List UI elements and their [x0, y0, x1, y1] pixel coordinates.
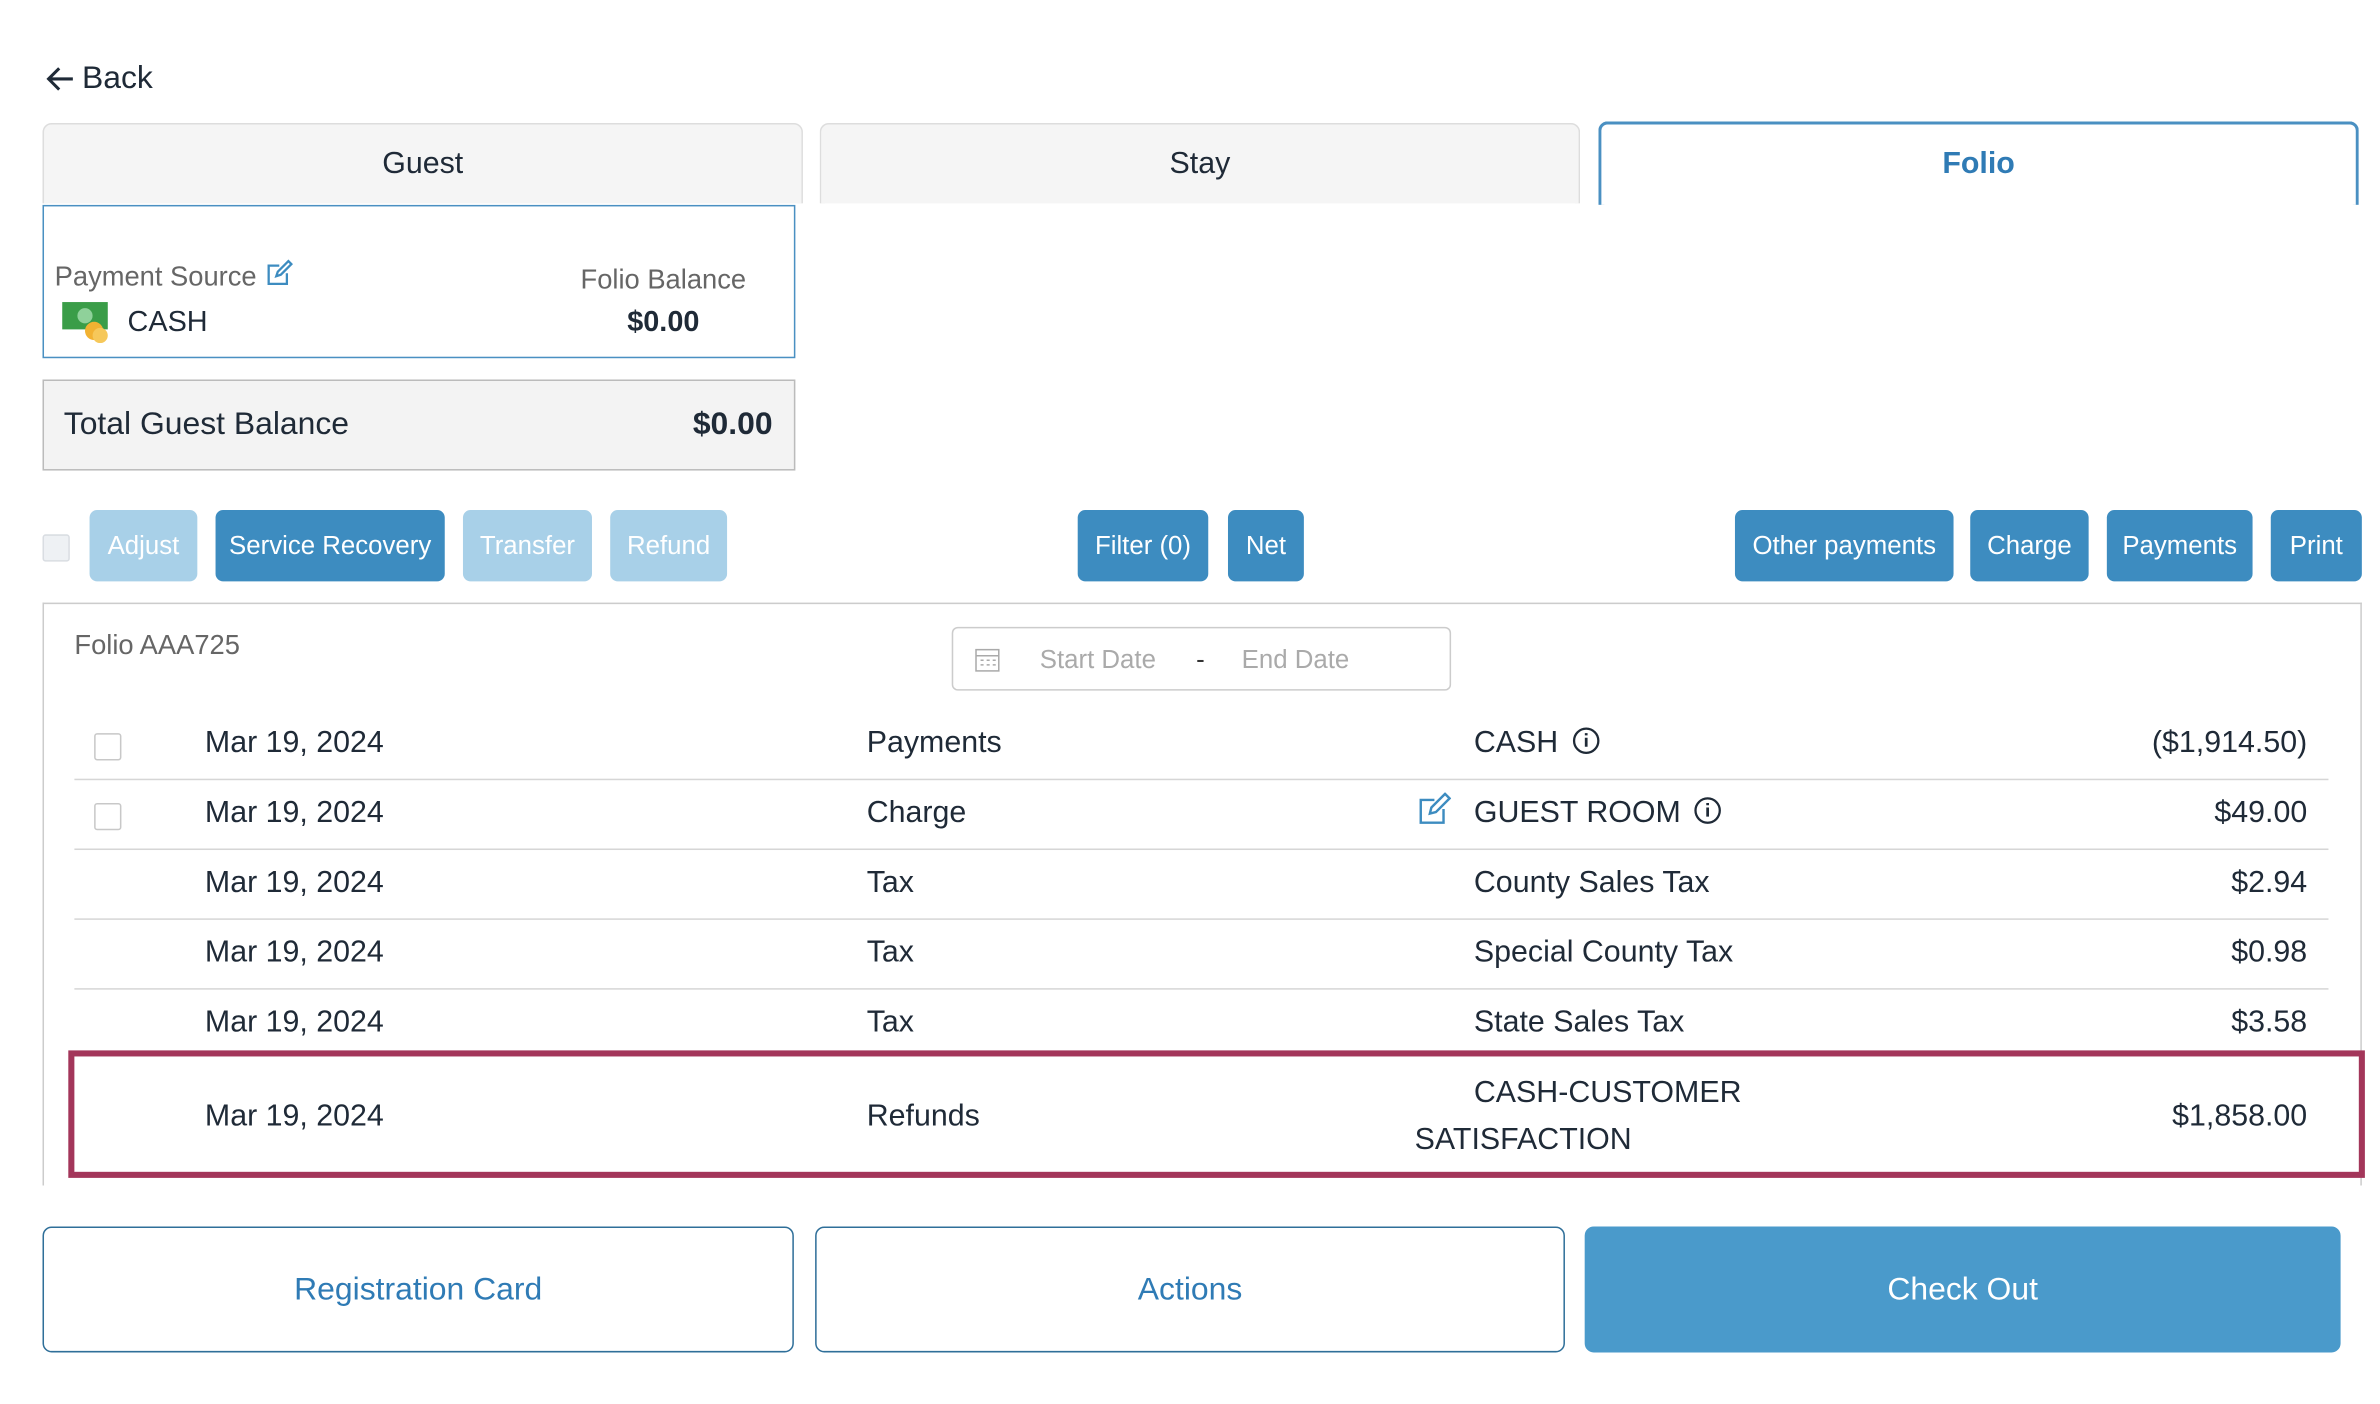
row-divider: [74, 778, 2329, 781]
total-balance-value: $0.00: [692, 406, 773, 442]
row-description: CASH-CUSTOMER SATISFACTION: [1414, 1076, 1742, 1157]
total-balance-label: Total Guest Balance: [63, 406, 350, 442]
payment-source-label: Payment Source: [54, 261, 257, 292]
folio-title: Folio AAA725: [74, 629, 240, 661]
row-description: County Sales Tax: [1473, 865, 1710, 900]
tab[interactable]: Guest: [42, 122, 803, 204]
row-date: Mar 19, 2024: [204, 1099, 384, 1134]
info-icon: [1572, 727, 1599, 755]
row-date: Mar 19, 2024: [204, 796, 384, 830]
payment-panel: Payment Source CASH Folio Balance $0.00: [42, 204, 796, 359]
row-date: Mar 19, 2024: [204, 726, 384, 760]
toolbar-button[interactable]: Service Recovery: [215, 510, 445, 582]
tab[interactable]: Stay: [819, 122, 1581, 204]
calendar-icon: [975, 648, 1000, 672]
row-amount: $1,858.00: [2172, 1099, 2308, 1134]
row-checkbox[interactable]: [94, 802, 122, 831]
row-checkbox[interactable]: [94, 733, 122, 761]
row-amount: $49.00: [2214, 796, 2308, 830]
toolbar-button[interactable]: Charge: [1970, 510, 2089, 582]
folio-balance-label: Folio Balance: [580, 264, 747, 295]
back-label: Back: [81, 60, 153, 96]
info-icon: [1694, 797, 1722, 824]
row-date: Mar 19, 2024: [204, 1005, 384, 1040]
toolbar-button[interactable]: Payments: [2106, 510, 2253, 582]
row-highlight: [68, 1050, 2365, 1178]
edit-icon: [1419, 792, 1452, 824]
folio-panel: [42, 602, 2362, 1186]
date-range[interactable]: Start Date - End Date: [951, 626, 1452, 691]
end-date: End Date: [1241, 645, 1350, 674]
cash-icon: [62, 302, 108, 344]
row-amount: $3.58: [2231, 1005, 2308, 1040]
row-type: Charge: [866, 796, 967, 830]
tab[interactable]: Folio: [1598, 121, 2359, 205]
back-arrow: [46, 67, 73, 91]
row-type: Tax: [866, 1005, 914, 1040]
toolbar-button: Refund: [610, 510, 728, 582]
row-type: Tax: [866, 865, 914, 900]
payment-source-value: CASH: [127, 306, 208, 339]
row-date: Mar 19, 2024: [204, 935, 384, 970]
row-type: Refunds: [866, 1099, 980, 1134]
toolbar-button: Adjust: [89, 510, 198, 582]
row-divider: [74, 988, 2329, 990]
footer-button[interactable]: Registration Card: [42, 1226, 794, 1353]
toolbar-button[interactable]: Print: [2270, 510, 2362, 582]
row-description: State Sales Tax: [1473, 1005, 1685, 1040]
row-type: Payments: [866, 726, 1002, 760]
start-date: Start Date: [1039, 645, 1156, 674]
toolbar-button[interactable]: Net: [1227, 510, 1304, 582]
row-date: Mar 19, 2024: [204, 865, 384, 900]
total-balance: Total Guest Balance $0.00: [42, 379, 796, 471]
row-amount: ($1,914.50): [2151, 726, 2308, 760]
row-description: Special County Tax: [1473, 935, 1734, 970]
select-all-checkbox[interactable]: [42, 534, 70, 562]
toolbar-button[interactable]: Filter (0): [1077, 510, 1209, 582]
row-type: Tax: [866, 935, 914, 970]
row-divider: [74, 918, 2329, 920]
footer-button[interactable]: Actions: [815, 1226, 1565, 1353]
edit-icon[interactable]: [266, 259, 293, 287]
row-description: GUEST ROOM: [1473, 796, 1681, 830]
toolbar-button: Transfer: [462, 510, 592, 582]
date-separator: -: [1196, 645, 1205, 674]
back-link[interactable]: Back: [46, 61, 153, 97]
footer-button[interactable]: Check Out: [1584, 1226, 2341, 1353]
row-amount: $0.98: [2231, 935, 2308, 970]
folio-balance-value: $0.00: [627, 306, 700, 339]
row-amount: $2.94: [2231, 865, 2308, 900]
row-divider: [74, 848, 2329, 851]
row-description: CASH: [1473, 726, 1559, 760]
toolbar-button[interactable]: Other payments: [1734, 510, 1954, 582]
